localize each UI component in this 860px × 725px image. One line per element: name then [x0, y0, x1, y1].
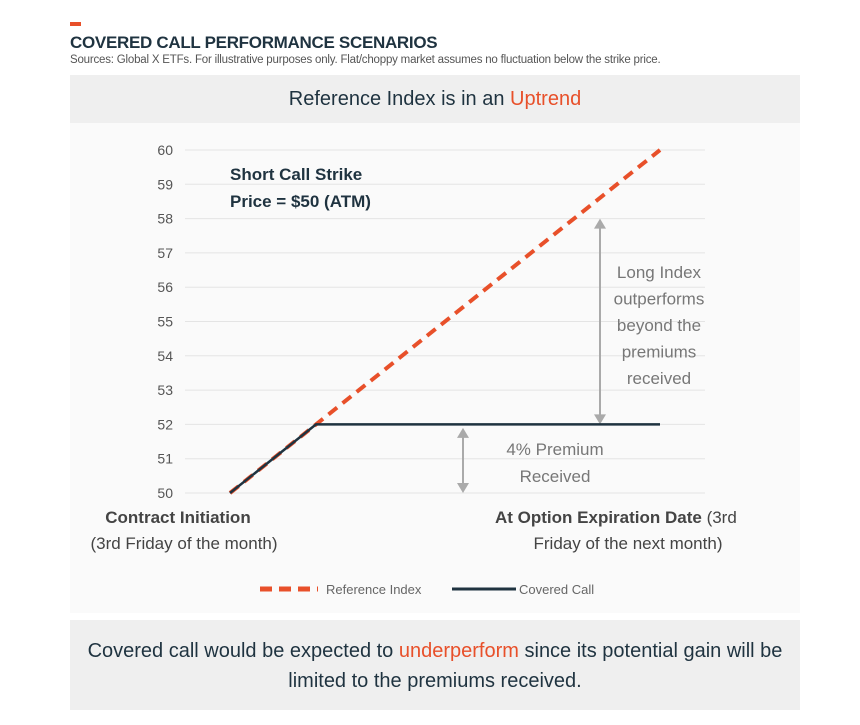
y-tick-label: 60 [157, 142, 173, 158]
banner-highlight: Uptrend [510, 88, 582, 110]
x-label-end: At Option Expiration Date (3rd [495, 508, 737, 527]
accent-bar [70, 22, 81, 26]
chart-svg: 50 51 52 53 54 55 56 57 58 59 60 Short Call Strike P… [90, 142, 737, 597]
x-label-start-sub: (3rd Friday of the month) [90, 534, 277, 553]
y-tick-label: 58 [157, 211, 173, 227]
y-tick-label: 50 [157, 485, 173, 501]
outperform-arrow-head [594, 414, 606, 425]
y-tick-label: 59 [157, 176, 173, 192]
scenario-banner: Reference Index is in an Uptrend [70, 75, 800, 123]
outperform-annotation: Long Index [617, 263, 702, 282]
banner-text: Reference Index is in an [288, 88, 511, 110]
premium-arrow-head [457, 427, 469, 438]
footer-note: Covered call would be expected to underp… [70, 620, 800, 710]
outperform-annotation: outperforms [614, 290, 705, 309]
chart-title: COVERED CALL PERFORMANCE SCENARIOS [70, 33, 438, 52]
footer-highlight: underperform [398, 640, 519, 662]
premium-annotation: Received [520, 467, 591, 486]
outperform-arrow-head [594, 218, 606, 229]
legend-label: Covered Call [519, 582, 594, 597]
legend-label: Reference Index [326, 582, 422, 597]
source-note: Sources: Global X ETFs. For illustrative… [70, 54, 661, 66]
premium-arrow-head [457, 483, 469, 493]
y-tick-label: 52 [157, 416, 173, 432]
y-tick-label: 55 [157, 314, 173, 330]
y-tick-label: 54 [157, 348, 173, 364]
series-covered-call [229, 423, 660, 494]
outperform-annotation: beyond the [617, 316, 701, 335]
x-label-start: Contract Initiation [105, 508, 250, 527]
outperform-annotation: received [627, 369, 691, 388]
y-tick-label: 51 [157, 451, 173, 467]
y-tick-label: 56 [157, 279, 173, 295]
chart-area: 50 51 52 53 54 55 56 57 58 59 60 Short Call Strike P… [70, 123, 800, 613]
x-label-end-sub: Friday of the next month) [534, 534, 723, 553]
y-tick-label: 53 [157, 382, 173, 398]
footer-text: Covered call would be expected to [87, 640, 399, 662]
strike-annotation: Short Call Strike [230, 165, 362, 184]
premium-annotation: 4% Premium [506, 440, 603, 459]
strike-annotation: Price = $50 (ATM) [230, 192, 371, 211]
outperform-annotation: premiums [622, 343, 697, 362]
y-tick-label: 57 [157, 245, 173, 261]
footer-text-end: since its potential gain will be limited… [288, 640, 783, 692]
